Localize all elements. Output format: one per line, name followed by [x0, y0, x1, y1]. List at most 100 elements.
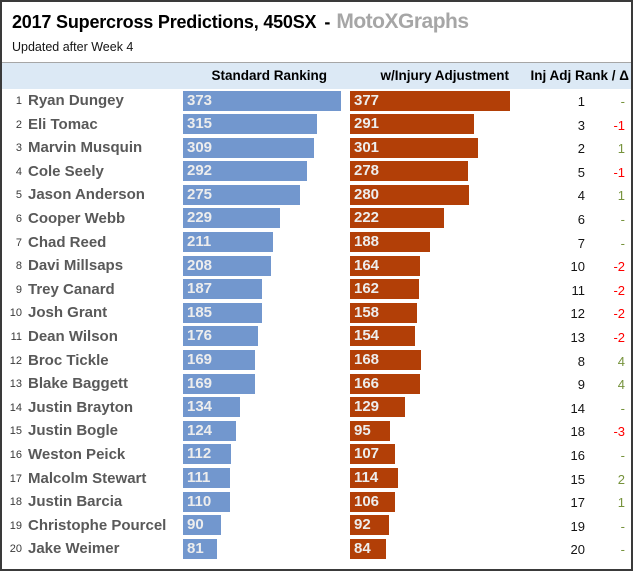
- bar-value-label: 291: [354, 115, 380, 133]
- bar-value-label: 110: [187, 492, 212, 510]
- inj-adj-rank-value: 9: [577, 377, 585, 393]
- bar-value-label: 114: [354, 469, 379, 486]
- standard-ranking-bar: 124: [183, 420, 236, 441]
- bar-value-label: 275: [187, 185, 213, 203]
- inj-adj-rank-value: 20: [570, 542, 585, 558]
- rank-delta-value: 2: [617, 471, 625, 487]
- inj-adj-rank-value: 10: [570, 259, 585, 275]
- subtitle: Updated after Week 4: [12, 40, 134, 54]
- rank-label: 15: [9, 425, 22, 438]
- rider-name: Cooper Webb: [28, 209, 126, 227]
- rider-name: Jason Anderson: [28, 186, 145, 204]
- inj-adj-rank-value: 14: [570, 400, 585, 416]
- bar-value-label: 208: [187, 256, 213, 274]
- bar-value-label: 301: [354, 138, 380, 156]
- rank-delta-value: -: [620, 400, 625, 416]
- rider-name: Weston Peick: [28, 445, 126, 463]
- title-dash: -: [324, 12, 331, 32]
- injury-adjustment-bar: 377: [350, 90, 510, 111]
- bar-value-label: 111: [187, 469, 211, 486]
- injury-adjustment-bar: 114: [350, 468, 398, 488]
- bar-value-label: 280: [354, 185, 380, 203]
- rank-label: 17: [9, 472, 22, 485]
- injury-adjustment-bar: 162: [350, 279, 419, 300]
- injury-adjustment-bar: 154: [350, 326, 415, 347]
- rank-delta-value: -: [620, 94, 625, 109]
- standard-ranking-bar: 90: [183, 515, 221, 536]
- table-row: 20 Jake Weimer 81 84 20 -: [2, 537, 631, 561]
- standard-ranking-bar: 187: [183, 279, 262, 300]
- inj-adj-rank-value: 8: [577, 353, 585, 369]
- standard-ranking-bar: 111: [183, 468, 230, 488]
- rider-name: Marvin Musquin: [28, 139, 143, 157]
- rank-label: 8: [15, 260, 22, 273]
- bar-value-label: 292: [187, 162, 213, 180]
- table-row: 5 Jason Anderson 275 280 4 1: [2, 183, 631, 207]
- inj-adj-rank-value: 4: [577, 188, 585, 204]
- injury-adjustment-bar: 222: [350, 208, 444, 229]
- inj-adj-rank-value: 6: [577, 211, 585, 227]
- inj-adj-rank-value: 19: [570, 518, 585, 534]
- rank-label: 6: [15, 212, 22, 225]
- rider-rows: 1 Ryan Dungey 373 377 1-2 Eli Tomac 315 291 3 -1 3…: [2, 89, 631, 561]
- bar-value-label: 222: [354, 209, 380, 227]
- rank-label: 20: [9, 543, 22, 556]
- injury-adjustment-bar: 129: [350, 397, 405, 418]
- rank-label: 7: [15, 236, 22, 249]
- rank-label: 5: [15, 189, 22, 202]
- rider-name: Cole Seely: [28, 162, 104, 180]
- standard-ranking-bar: 176: [183, 326, 258, 347]
- injury-adjustment-bar: 280: [350, 184, 469, 205]
- bar-value-label: 92: [354, 516, 371, 534]
- rank-delta-value: -3: [613, 424, 625, 440]
- rank-delta-value: 4: [617, 377, 625, 393]
- injury-adjustment-bar: 164: [350, 255, 420, 276]
- standard-ranking-bar: 275: [183, 184, 300, 205]
- injury-adjustment-bar: 168: [350, 350, 421, 371]
- rank-label: 1: [15, 95, 22, 107]
- inj-adj-rank-value: 13: [570, 329, 585, 345]
- inj-adj-rank-value: 3: [577, 117, 585, 133]
- rider-name: Blake Baggett: [28, 375, 129, 393]
- bar-value-label: 129: [354, 398, 380, 416]
- inj-adj-rank-value: 17: [570, 495, 585, 511]
- rank-delta-value: -2: [613, 282, 625, 298]
- table-row: 4 Cole Seely 292 278 5 -1: [2, 160, 631, 184]
- bar-value-label: 176: [187, 327, 213, 345]
- bar-value-label: 377: [354, 91, 380, 109]
- inj-adj-rank-value: 11: [571, 282, 586, 298]
- bar-value-label: 95: [354, 421, 371, 439]
- injury-adjustment-bar: 188: [350, 232, 430, 253]
- table-row: 8 Davi Millsaps 208 164 10 -2: [2, 254, 631, 278]
- rank-delta-value: 4: [617, 353, 625, 369]
- rank-label: 19: [9, 519, 22, 532]
- rider-name: Dean Wilson: [28, 327, 118, 345]
- standard-ranking-bar: 315: [183, 114, 317, 135]
- rider-name: Eli Tomac: [28, 115, 98, 133]
- injury-adjustment-bar: 107: [350, 444, 395, 465]
- column-header-injury-adjustment: w/Injury Adjustment: [380, 68, 509, 83]
- rank-delta-value: -: [620, 542, 625, 558]
- rank-delta-value: -2: [613, 329, 625, 345]
- inj-adj-rank-value: 1: [577, 94, 585, 109]
- rank-label: 2: [15, 118, 22, 131]
- rank-label: 14: [9, 401, 22, 414]
- rider-name: Chad Reed: [28, 233, 107, 251]
- rank-delta-value: 1: [617, 188, 625, 204]
- rank-label: 12: [9, 354, 22, 367]
- injury-adjustment-bar: 92: [350, 515, 389, 536]
- table-row: 1 Ryan Dungey 373 377 1 -: [2, 89, 631, 113]
- rider-name: Trey Canard: [28, 280, 115, 298]
- table-row: 6 Cooper Webb 229 222 6 -: [2, 207, 631, 231]
- bar-value-label: 107: [354, 445, 380, 463]
- title-line: 2017 Supercross Predictions, 450SX - MotoX…: [12, 8, 621, 38]
- bar-value-label: 84: [354, 539, 371, 557]
- rank-label: 10: [9, 307, 22, 320]
- rider-name: Davi Millsaps: [28, 257, 124, 275]
- page-title: 2017 Supercross Predictions, 450SX: [12, 12, 317, 32]
- inj-adj-rank-value: 18: [570, 424, 585, 440]
- bar-value-label: 373: [187, 91, 213, 109]
- bar-value-label: 278: [354, 162, 380, 180]
- rank-delta-value: -: [620, 211, 625, 227]
- title-block: 2017 Supercross Predictions, 450SX - MotoX…: [2, 2, 631, 63]
